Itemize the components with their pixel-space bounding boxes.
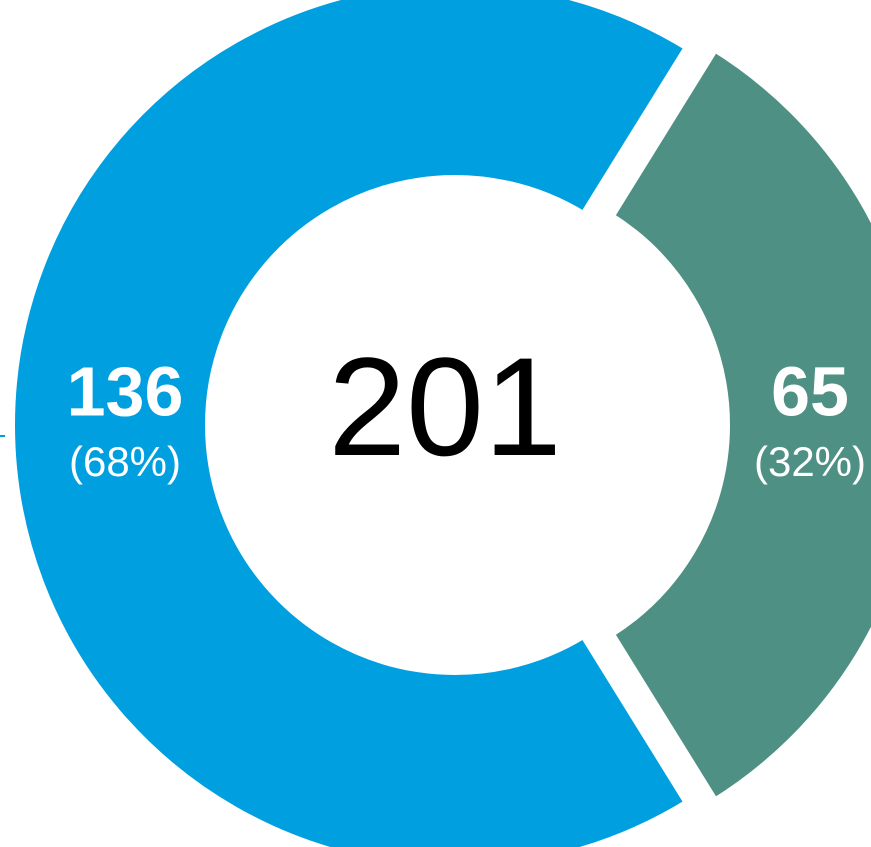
center-total: 201 — [328, 328, 562, 485]
donut-slice — [602, 39, 871, 811]
value-label: 65 — [771, 352, 849, 430]
donut-slice — [5, 0, 697, 847]
percent-label: (68%) — [69, 438, 181, 485]
donut — [5, 0, 871, 847]
value-label: 136 — [67, 352, 184, 430]
percent-label: (32%) — [754, 438, 866, 485]
